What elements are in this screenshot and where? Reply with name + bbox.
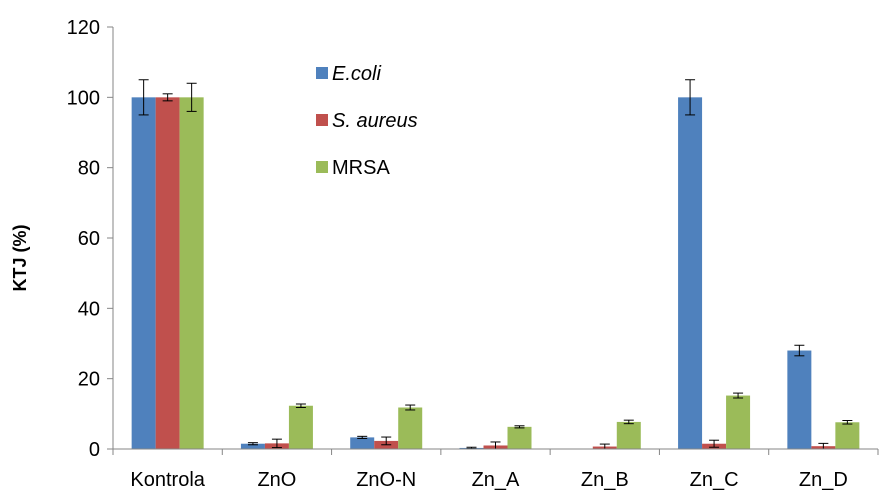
legend-swatch: [316, 67, 328, 79]
x-tick-label: Kontrola: [130, 469, 205, 491]
y-tick-label: 60: [78, 228, 100, 250]
bar: [131, 97, 156, 449]
bar: [507, 426, 532, 449]
bar: [288, 405, 313, 449]
x-tick-label: Zn_B: [581, 469, 629, 491]
y-tick-label: 20: [78, 369, 100, 391]
bar: [179, 97, 204, 449]
y-tick-label: 100: [67, 87, 100, 109]
legend-swatch: [316, 114, 328, 126]
y-axis-title: KTJ (%): [10, 224, 30, 291]
bar: [678, 97, 703, 449]
bar: [787, 350, 812, 449]
x-axis: Kontrola ZnO ZnO-N Zn_A Zn_B Zn_C Zn_D: [112, 448, 879, 491]
bar: [155, 97, 180, 449]
y-axis: 0 20 40 60 80 100 120: [67, 17, 114, 461]
x-tick-label: Zn_D: [799, 469, 848, 491]
y-tick-label: 120: [67, 17, 100, 39]
bar: [350, 437, 375, 449]
x-tick-label: ZnO: [257, 469, 296, 491]
x-tick-label: ZnO-N: [356, 469, 416, 491]
legend-label: MRSA: [332, 157, 390, 179]
bar: [726, 395, 751, 449]
bar: [240, 443, 265, 449]
y-tick-label: 80: [78, 158, 100, 180]
legend-swatch: [316, 161, 328, 173]
bar: [616, 421, 641, 449]
bars: [131, 79, 860, 450]
x-tick-label: Zn_C: [690, 469, 739, 491]
y-tick-label: 0: [89, 439, 100, 461]
legend-label: E.coli: [332, 63, 381, 85]
bar: [398, 407, 423, 449]
x-tick-label: Zn_A: [472, 469, 520, 491]
y-tick-label: 40: [78, 298, 100, 320]
legend-label: S. aureus: [332, 110, 418, 132]
bar: [835, 422, 860, 449]
legend: E.coli S. aureus MRSA: [316, 63, 418, 179]
